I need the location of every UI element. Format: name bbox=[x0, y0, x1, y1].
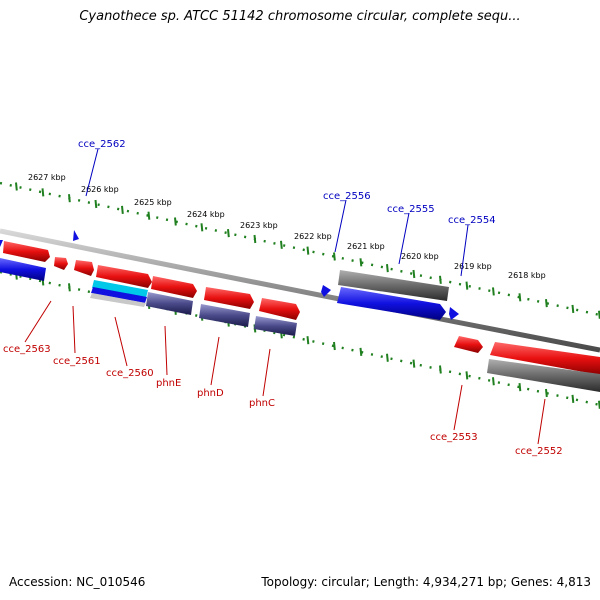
gene-arrow[interactable] bbox=[0, 240, 3, 247]
tick-mark bbox=[15, 182, 18, 191]
kbp-label: 2621 kbp bbox=[347, 242, 385, 251]
kbp-label: 2627 kbp bbox=[28, 173, 66, 182]
gene-label-cce-2560[interactable]: cce_2560 bbox=[106, 368, 154, 379]
gene-arrow-highlight-inner[interactable] bbox=[91, 287, 147, 303]
gene-arrow[interactable] bbox=[3, 241, 50, 262]
tick-mark bbox=[359, 258, 363, 267]
tick-mark bbox=[465, 281, 469, 290]
gene-arrow-phnD[interactable] bbox=[204, 287, 254, 309]
reverse-strand-genes bbox=[0, 257, 600, 392]
tick-mark bbox=[439, 365, 442, 374]
kbp-label: 2626 kbp bbox=[81, 185, 119, 194]
kbp-label: 2624 kbp bbox=[187, 210, 225, 219]
kbp-label: 2618 kbp bbox=[508, 271, 546, 280]
genome-summary: Topology: circular; Length: 4,934,271 bp… bbox=[261, 575, 591, 589]
kbp-label: 2625 kbp bbox=[134, 198, 172, 207]
kbp-labels: 2627 kbp 2626 kbp 2625 kbp 2624 kbp 2623… bbox=[28, 173, 546, 280]
gene-arrow-cce-2563[interactable] bbox=[54, 257, 68, 270]
tick-mark bbox=[147, 211, 151, 220]
tick-mark bbox=[465, 371, 469, 380]
gene-arrow[interactable] bbox=[0, 258, 46, 281]
lower-gene-labels: cce_2563 cce_2561 cce_2560 phnE phnD phn… bbox=[3, 344, 563, 457]
tick-mark bbox=[359, 347, 363, 357]
tick-mark bbox=[333, 341, 336, 351]
gene-label-cce-2552[interactable]: cce_2552 bbox=[515, 446, 563, 457]
gene-label-cce-2562[interactable]: cce_2562 bbox=[78, 139, 126, 150]
gene-arrow-highlight[interactable] bbox=[92, 280, 148, 298]
gene-label-cce-2554[interactable]: cce_2554 bbox=[448, 215, 496, 226]
map-title: Cyanothece sp. ATCC 51142 chromosome cir… bbox=[79, 9, 521, 24]
tick-mark bbox=[94, 199, 98, 209]
kbp-label: 2622 kbp bbox=[294, 232, 332, 241]
tick-mark bbox=[492, 377, 495, 386]
gene-label-phnD[interactable]: phnD bbox=[197, 388, 224, 399]
gene-arrow-phnD-lower[interactable] bbox=[199, 304, 250, 327]
tick-mark bbox=[306, 246, 310, 255]
chromosome-backbone bbox=[0, 228, 600, 353]
tick-mark bbox=[200, 223, 204, 232]
tick-mark bbox=[41, 188, 45, 197]
gene-arrow-cce-2554[interactable] bbox=[449, 307, 459, 320]
forward-strand-genes bbox=[0, 230, 459, 320]
gene-arrow-cce-2552[interactable] bbox=[490, 342, 600, 375]
gene-arrow-phnE-lower[interactable] bbox=[146, 292, 193, 315]
gene-label-cce-2553[interactable]: cce_2553 bbox=[430, 432, 478, 443]
tick-mark bbox=[492, 287, 495, 296]
tick-mark bbox=[333, 252, 336, 261]
tick-mark bbox=[253, 234, 257, 244]
upper-label-leaders bbox=[85, 148, 469, 277]
tick-mark bbox=[412, 269, 416, 279]
tick-mark bbox=[280, 240, 283, 249]
gene-arrow-cce-2556[interactable] bbox=[321, 285, 331, 297]
tick-mark bbox=[518, 293, 522, 302]
tick-mark bbox=[545, 299, 548, 308]
tick-mark bbox=[121, 205, 124, 214]
gene-label-cce-2555[interactable]: cce_2555 bbox=[387, 204, 435, 215]
gene-label-cce-2561[interactable]: cce_2561 bbox=[53, 356, 101, 367]
gene-arrow-cce-2560[interactable] bbox=[96, 265, 152, 288]
tick-mark bbox=[306, 336, 310, 345]
upper-gene-labels: cce_2562 cce_2556 cce_2555 cce_2554 bbox=[78, 139, 496, 226]
gene-arrow-cce-2561[interactable] bbox=[74, 260, 94, 276]
gene-arrow-phnE[interactable] bbox=[151, 276, 197, 298]
tick-mark bbox=[227, 229, 230, 238]
tick-mark bbox=[571, 304, 575, 314]
tick-mark bbox=[545, 388, 548, 398]
lower-label-leaders bbox=[24, 300, 546, 445]
kbp-label: 2620 kbp bbox=[401, 252, 439, 261]
tick-mark bbox=[386, 264, 389, 273]
gene-arrow-cce-2552-lower[interactable] bbox=[487, 359, 600, 392]
gene-label-phnE[interactable]: phnE bbox=[156, 378, 181, 389]
tick-mark bbox=[571, 394, 575, 404]
gene-label-cce-2563[interactable]: cce_2563 bbox=[3, 344, 51, 355]
kbp-label: 2619 kbp bbox=[454, 262, 492, 271]
gene-arrow-phnC-lower[interactable] bbox=[254, 316, 297, 336]
gene-arrow-highlight-shadow bbox=[90, 293, 146, 307]
tick-mark bbox=[174, 217, 177, 226]
gene-label-cce-2556[interactable]: cce_2556 bbox=[323, 191, 371, 202]
gene-arrow-cce-2553[interactable] bbox=[454, 336, 483, 353]
accession-label: Accession: NC_010546 bbox=[9, 575, 146, 589]
tick-mark bbox=[68, 194, 71, 203]
gene-arrow-cce-2562[interactable] bbox=[73, 230, 79, 241]
gene-arrow-cce-2555[interactable] bbox=[338, 270, 449, 301]
outer-major-ticks bbox=[15, 182, 600, 319]
kbp-label: 2623 kbp bbox=[240, 221, 278, 230]
tick-mark bbox=[386, 353, 389, 362]
gene-label-phnC[interactable]: phnC bbox=[249, 398, 275, 409]
outer-tick-ring bbox=[0, 181, 600, 317]
gene-arrow-phnC[interactable] bbox=[259, 298, 300, 320]
tick-mark bbox=[68, 283, 71, 292]
gene-arrow-cce-2556-reverse[interactable] bbox=[337, 287, 446, 320]
tick-mark bbox=[412, 359, 416, 368]
tick-mark bbox=[439, 275, 442, 284]
tick-mark bbox=[518, 383, 522, 392]
